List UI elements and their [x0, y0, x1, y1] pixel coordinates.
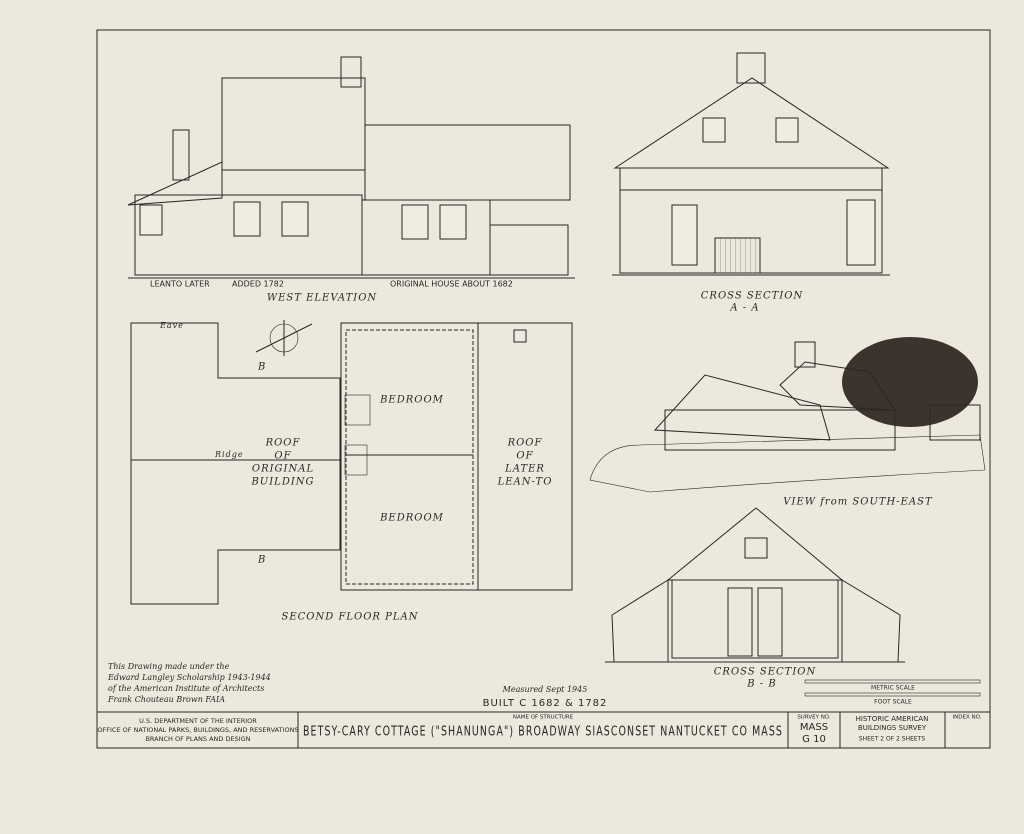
- agency-line: BRANCH OF PLANS AND DESIGN: [145, 735, 250, 743]
- drawing-subtitle: A - A: [729, 303, 759, 314]
- plan-note: B: [257, 362, 266, 373]
- measured-note: Measured Sept 1945: [502, 685, 588, 694]
- drawing-title: CROSS SECTION: [714, 667, 817, 678]
- plan-note: Ridge: [214, 450, 244, 459]
- drawing-title: WEST ELEVATION: [267, 293, 378, 304]
- credit-line: Frank Chouteau Brown FAIA: [107, 695, 225, 704]
- drawing-title: VIEW from SOUTH-EAST: [783, 497, 933, 508]
- roof-label: ROOF OF ORIGINAL BUILDING: [250, 438, 314, 488]
- survey-number: MASS: [800, 722, 828, 733]
- built-note: BUILT C 1682 & 1782: [483, 698, 608, 709]
- roof-label-line: ROOF: [507, 438, 543, 449]
- room-label: BEDROOM: [379, 513, 444, 524]
- agency-line: U.S. DEPARTMENT OF THE INTERIOR: [139, 717, 257, 725]
- habs-line: BUILDINGS SURVEY: [858, 724, 927, 732]
- scale-label: FOOT SCALE: [874, 699, 912, 706]
- roof-label-line: OF: [274, 451, 291, 462]
- structure-name: BETSY-CARY COTTAGE ("SHANUNGA") BROADWAY…: [303, 725, 783, 740]
- credit-line: This Drawing made under the: [108, 662, 230, 671]
- agency-line: OFFICE OF NATIONAL PARKS, BUILDINGS, AND…: [97, 726, 298, 734]
- credit-line: Edward Langley Scholarship 1943-1944: [107, 673, 271, 682]
- roof-label-line: OF: [516, 451, 533, 462]
- west-elevation-drawing: [127, 56, 575, 279]
- scale-label: METRIC SCALE: [871, 685, 915, 692]
- sheet-number: SHEET 2 OF 2 SHEETS: [859, 736, 926, 743]
- roof-label: ROOF OF LATER LEAN-TO: [497, 438, 553, 488]
- drawing-title: SECOND FLOOR PLAN: [282, 612, 419, 623]
- roof-label-line: ORIGINAL: [252, 464, 314, 475]
- field-label: SURVEY NO.: [797, 715, 831, 721]
- roof-label-line: LEAN-TO: [497, 477, 553, 488]
- elevation-label: ADDED 1782: [232, 280, 284, 289]
- view-sketch: [589, 337, 986, 493]
- plan-note: Eave: [159, 321, 184, 330]
- survey-number: G 10: [802, 734, 826, 745]
- roof-label-line: ROOF: [265, 438, 301, 449]
- drawing-title: CROSS SECTION: [701, 291, 804, 302]
- cross-section-b-drawing: [605, 507, 905, 663]
- cross-section-a-drawing: [612, 52, 890, 276]
- field-label: INDEX NO.: [953, 715, 982, 721]
- elevation-label: LEANTO LATER: [150, 280, 210, 289]
- field-label: NAME OF STRUCTURE: [513, 715, 574, 721]
- drawing-subtitle: B - B: [746, 679, 776, 690]
- room-label: BEDROOM: [379, 395, 444, 406]
- title-block: [96, 711, 991, 749]
- roof-label-line: BUILDING: [250, 477, 314, 488]
- roof-label-line: LATER: [504, 464, 545, 475]
- plan-drawing: [130, 320, 573, 605]
- habs-line: HISTORIC AMERICAN: [856, 715, 929, 723]
- scale-bars: [804, 679, 981, 697]
- plan-note: B: [257, 555, 266, 566]
- elevation-label: ORIGINAL HOUSE ABOUT 1682: [390, 280, 513, 289]
- credit-line: of the American Institute of Architects: [108, 684, 264, 693]
